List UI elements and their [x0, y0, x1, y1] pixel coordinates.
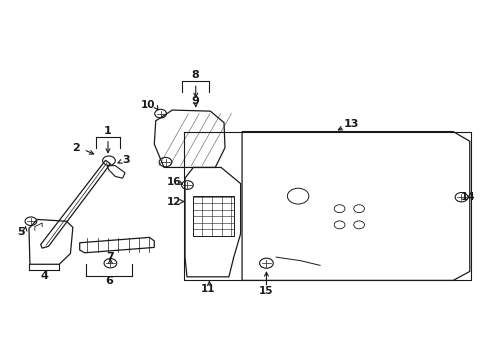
Text: 11: 11 — [200, 284, 215, 294]
Text: 16: 16 — [166, 177, 181, 187]
Text: 10: 10 — [141, 100, 155, 110]
Text: 2: 2 — [72, 143, 80, 153]
Text: 6: 6 — [105, 276, 113, 286]
Text: 3: 3 — [122, 154, 130, 165]
Text: 8: 8 — [191, 70, 199, 80]
Text: 12: 12 — [166, 197, 181, 207]
Text: 7: 7 — [106, 252, 114, 262]
Text: 14: 14 — [460, 192, 474, 202]
Text: 5: 5 — [18, 227, 25, 237]
Text: 4: 4 — [41, 271, 48, 281]
Text: 1: 1 — [104, 126, 112, 135]
Text: 15: 15 — [259, 286, 273, 296]
Text: 9: 9 — [191, 96, 199, 106]
Text: 13: 13 — [344, 120, 359, 129]
